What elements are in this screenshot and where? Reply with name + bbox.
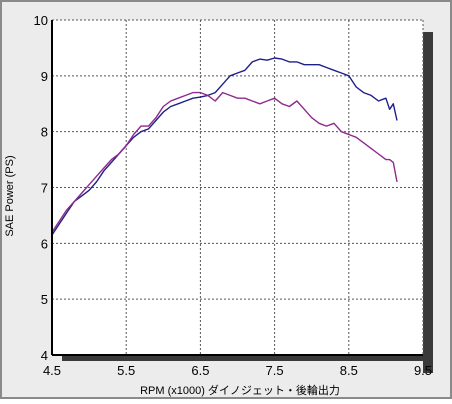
series-line-2 <box>51 91 398 233</box>
y-tick-label: 8 <box>41 125 48 140</box>
y-axis-label: SAE Power (PS) <box>4 155 16 236</box>
x-tick-label: 9.5 <box>414 363 432 378</box>
y-tick-label: 4 <box>41 348 48 363</box>
series-line-1 <box>51 57 398 236</box>
series-group <box>51 57 398 236</box>
grid <box>52 19 424 355</box>
x-tick-label: 7.5 <box>266 363 284 378</box>
x-axis-label: RPM (x1000) ダイノジェット・後輪出力 <box>140 383 340 397</box>
y-tick-labels: 4 5 6 7 8 9 10 <box>34 13 48 363</box>
x-tick-label: 5.5 <box>117 363 135 378</box>
x-tick-label: 8.5 <box>340 363 358 378</box>
x-tick-label: 4.5 <box>43 363 61 378</box>
y-tick-label: 7 <box>41 181 48 196</box>
y-tick-label: 6 <box>41 236 48 251</box>
y-tick-label: 9 <box>41 69 48 84</box>
x-tick-label: 6.5 <box>191 363 209 378</box>
y-tick-label: 5 <box>41 292 48 307</box>
plot-shadow-right <box>423 32 433 373</box>
y-tick-label: 10 <box>34 13 48 28</box>
plot-shadow-bottom <box>62 355 433 361</box>
x-tick-labels: 4.5 5.5 6.5 7.5 8.5 9.5 <box>43 363 432 378</box>
